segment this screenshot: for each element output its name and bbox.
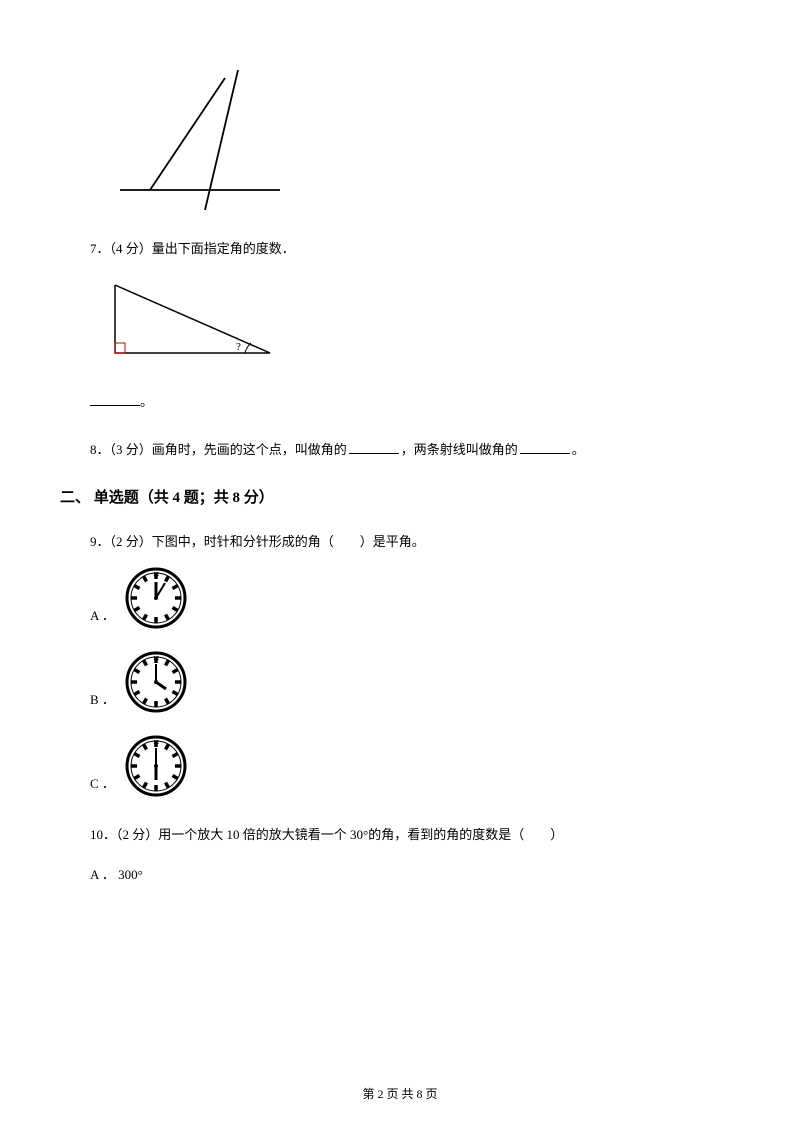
page-footer: 第 2 页 共 8 页 <box>0 1084 800 1106</box>
question-9: 9．（2 分）下图中，时针和分针形成的角（ ）是平角。 A ． 12 <box>90 530 740 799</box>
q9-option-b: B ． 12 <box>90 649 740 715</box>
q8-text-2: ，两条射线叫做角的 <box>401 442 518 457</box>
question-8: 8．（3 分）画角时，先画的这个点，叫做角的 ，两条射线叫做角的 。 <box>90 438 740 461</box>
q10-option-a: A ． 300° <box>90 863 740 886</box>
clock-icon: 12 <box>123 649 189 715</box>
q9-option-a-label: A ． <box>90 604 115 631</box>
q9-text: 9．（2 分）下图中，时针和分针形成的角（ ）是平角。 <box>90 530 740 553</box>
svg-text:12: 12 <box>153 656 159 662</box>
question-10: 10．（2 分）用一个放大 10 倍的放大镜看一个 30°的角，看到的角的度数是… <box>90 823 740 886</box>
q9-option-b-label: B ． <box>90 688 115 715</box>
clock-icon: 12 <box>123 565 189 631</box>
q8-blank-1 <box>349 440 399 454</box>
q10-text: 10．（2 分）用一个放大 10 倍的放大镜看一个 30°的角，看到的角的度数是… <box>90 823 740 846</box>
svg-text:?: ? <box>236 341 241 353</box>
q7-text: 7．（4 分）量出下面指定角的度数． <box>90 237 740 260</box>
q9-option-c: C ． 12 <box>90 733 740 799</box>
q9-option-a: A ． 12 <box>90 565 740 631</box>
figure-intersecting-lines <box>90 70 740 217</box>
svg-text:12: 12 <box>153 740 159 746</box>
svg-text:12: 12 <box>153 572 159 578</box>
q8-text-3: 。 <box>572 442 585 457</box>
q7-answer-line: 。 <box>90 390 740 413</box>
section-2-header: 二、 单选题（共 4 题；共 8 分） <box>60 485 740 512</box>
clock-icon: 12 <box>123 733 189 799</box>
q8-blank-2 <box>520 440 570 454</box>
q7-triangle: ? <box>90 273 740 370</box>
question-7: 7．（4 分）量出下面指定角的度数． ? 。 <box>90 237 740 413</box>
q9-option-c-label: C ． <box>90 772 115 799</box>
q8-text-1: 8．（3 分）画角时，先画的这个点，叫做角的 <box>90 442 347 457</box>
